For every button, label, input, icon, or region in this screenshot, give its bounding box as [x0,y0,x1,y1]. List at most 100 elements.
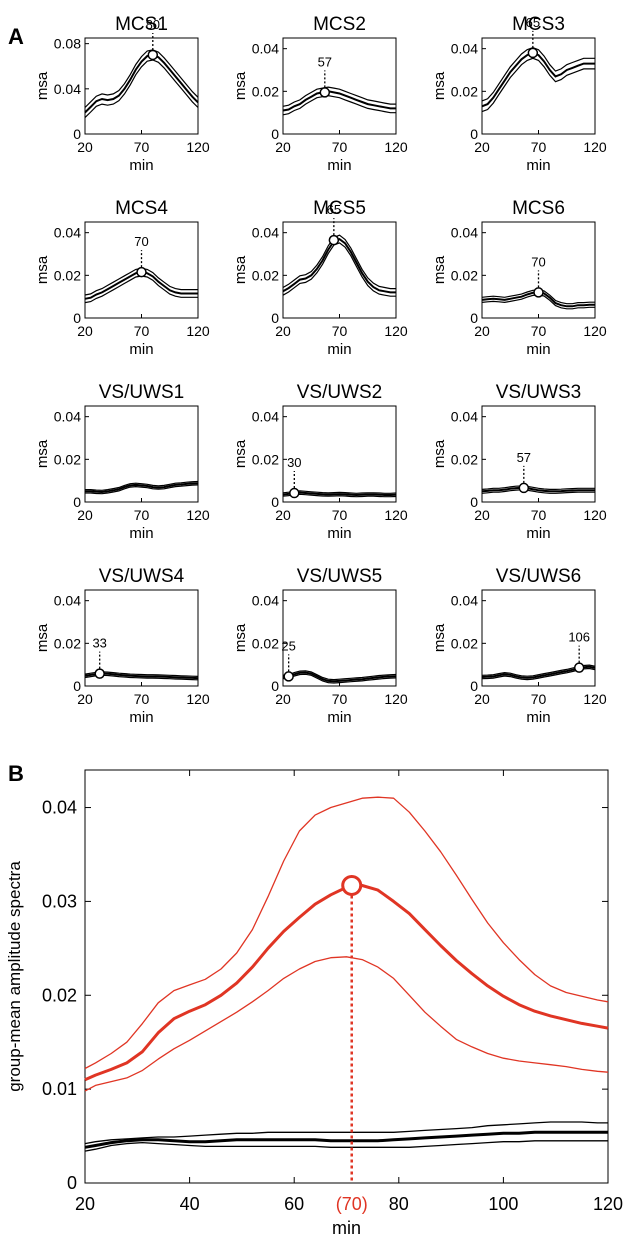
x-tick-label: 120 [583,691,607,707]
y-tick-label: 0 [73,126,81,142]
y-tick-label: 0 [470,494,478,510]
y-tick-label: 0 [271,126,279,142]
small-chart-5: MCS5 20 70 120 0 0.02 0.04 min msa 65 [232,198,408,358]
small-chart-3: MCS3 20 70 120 0 0.02 0.04 min msa 65 [431,14,607,174]
small-chart-7: VS/UWS1 20 70 120 0 0.02 0.04 min msa [34,382,210,542]
y-axis-label: msa [431,623,448,652]
x-tick-label: 120 [384,139,408,155]
x-tick-label: 120 [186,139,210,155]
y-tick-label: 0.02 [54,635,81,651]
black-upper-line [84,1121,608,1145]
peak-label: 106 [568,630,590,645]
plot-frame [481,221,596,319]
x-axis-label: min [129,157,153,174]
x-axis-label: min [332,1218,361,1238]
peak-marker [518,482,530,494]
upper-bound-line [481,46,595,102]
y-tick-label: 0.04 [54,593,81,609]
chart-title: MCS1 [115,14,168,35]
y-tick-label: 0 [271,494,279,510]
x-tick-label: 70 [134,139,150,155]
y-tick-label: 0.02 [252,451,279,467]
upper-bound-line [282,234,396,290]
x-tick-label: 70 [531,323,547,339]
charts: MCS1 20 70 120 0 0.04 0.08 min msa 80 MCS2 20 70 120 0… [5,14,623,1238]
x-tick-label: 70 [134,507,150,523]
x-tick-label: 100 [488,1194,518,1214]
red-upper-line [84,796,609,1070]
peak-label: 70 [531,254,545,269]
x-tick-label: 70 [332,691,348,707]
y-tick-label: 0 [73,494,81,510]
y-tick-label: 0.04 [54,81,81,97]
small-chart-9: VS/UWS3 20 70 120 0 0.02 0.04 min msa 57 [431,382,607,542]
x-tick-label: 120 [384,323,408,339]
y-tick-label: 0 [67,1173,77,1193]
chart-title: MCS2 [313,14,366,35]
x-axis-label: min [129,341,153,358]
mean-line [282,491,397,497]
y-tick-label: 0.02 [451,267,478,283]
x-tick-label: 20 [75,1194,95,1214]
x-tick-label: 120 [583,139,607,155]
y-tick-label: 0.02 [252,267,279,283]
lower-bound-line [481,57,595,113]
peak-marker [328,234,340,246]
peak-marker [527,47,539,59]
main-chart: 20 40 60 80 100 120 0 0.01 0.02 0.03 0.04 min group-… [5,769,623,1238]
mean-line [282,671,397,683]
plot-frame [84,37,199,135]
black-mean-line [84,1130,608,1149]
y-tick-label: 0.04 [451,225,478,241]
x-tick-label: 20 [77,507,93,523]
x-tick-label: 20 [77,139,93,155]
y-tick-label: 0.02 [451,451,478,467]
peak-label: 25 [281,638,295,653]
x-tick-label: 120 [384,507,408,523]
y-tick-label: 0.04 [252,593,279,609]
y-tick-label: 0.04 [42,798,77,818]
peak-label: 57 [318,54,332,69]
upper-bound-line [282,490,397,494]
x-axis-label: min [526,709,550,726]
plot-frame [84,769,609,1184]
lower-bound-line [282,493,397,498]
small-chart-6: MCS6 20 70 120 0 0.02 0.04 min msa 70 [431,198,607,358]
x-tick-label: 20 [474,323,490,339]
x-tick-label: 120 [593,1194,623,1214]
y-tick-label: 0 [271,678,279,694]
small-chart-4: MCS4 20 70 120 0 0.02 0.04 min msa 70 [34,198,210,358]
mean-line [84,53,199,114]
lower-bound-line [85,484,199,495]
y-tick-label: 0.04 [451,409,478,425]
x-tick-label: 120 [384,691,408,707]
y-axis-label: msa [34,71,51,100]
peak-marker [283,671,294,682]
y-tick-label: 0 [73,678,81,694]
panel-label-b: B [8,761,24,786]
x-tick-label: 120 [583,323,607,339]
plot-frame [282,221,397,319]
chart-title: VS/UWS4 [99,566,185,587]
x-tick-label: 70 [531,507,547,523]
x-tick-label: 20 [474,691,490,707]
y-axis-label: msa [34,439,51,468]
small-chart-10: VS/UWS4 20 70 120 0 0.02 0.04 min msa 33 [34,566,210,726]
plot-frame [481,405,596,503]
peak-marker [319,87,331,98]
y-tick-label: 0.08 [54,36,81,52]
y-axis-label: msa [232,439,249,468]
y-tick-label: 0.03 [42,891,77,911]
x-axis-label: min [129,709,153,726]
chart-title: MCS4 [115,198,168,219]
x-axis-label: min [526,341,550,358]
lower-bound-line [282,242,396,297]
chart-title: MCS6 [512,198,565,219]
x-tick-label: 20 [275,323,291,339]
x-tick-label: 40 [180,1194,200,1214]
lower-bound-line [282,673,397,684]
y-tick-label: 0.02 [451,635,478,651]
peak-marker [147,49,159,61]
chart-title: VS/UWS5 [297,566,383,587]
